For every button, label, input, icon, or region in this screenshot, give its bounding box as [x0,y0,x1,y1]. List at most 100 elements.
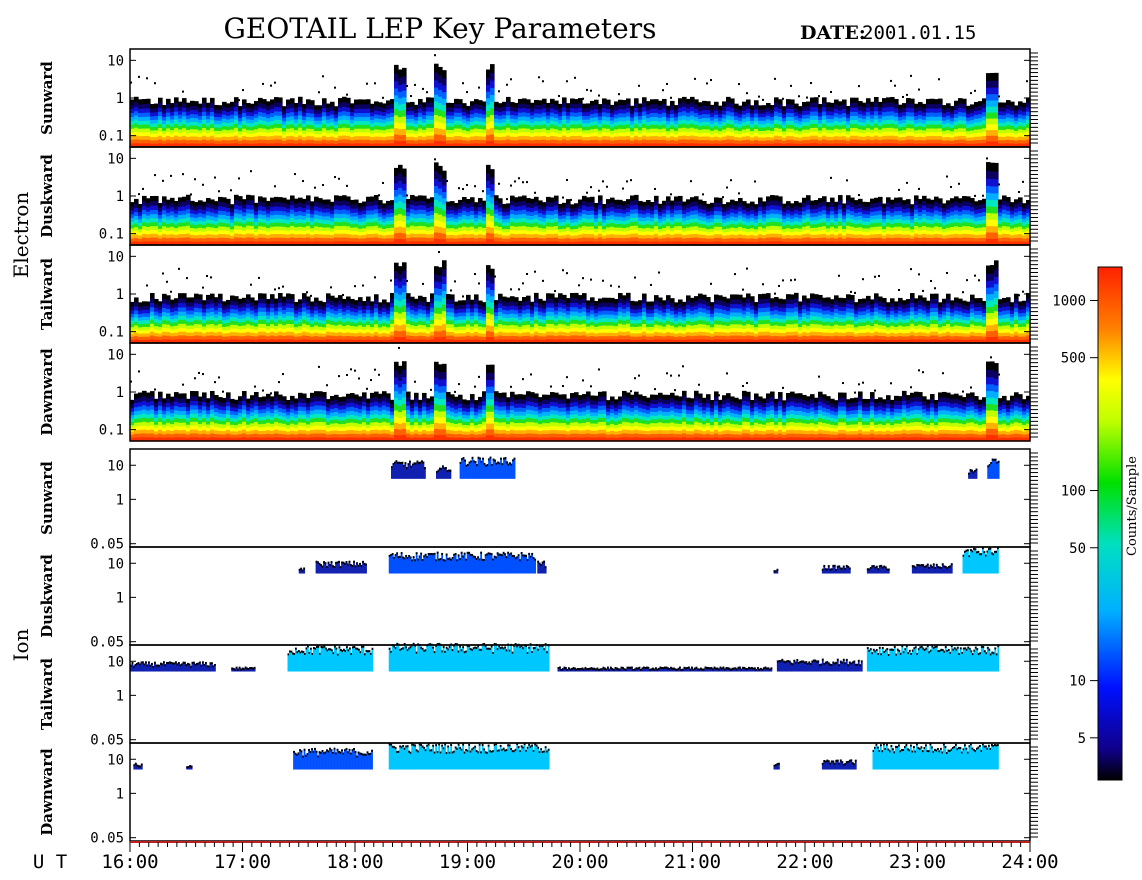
electron-cell [738,143,743,148]
electron-cell [650,206,655,212]
electron-cell [546,143,551,148]
electron-cell [626,103,631,109]
electron-cell [414,130,419,135]
electron-cell [158,203,163,209]
electron-cell [530,241,535,246]
electron-cell [362,113,367,118]
electron-cell [654,120,659,126]
electron-cell [370,119,375,125]
electron-cell [766,119,771,124]
electron-cell [314,140,319,145]
electron-cell [922,140,927,145]
electron-cell [586,202,591,208]
electron-cell [482,241,487,246]
electron-cell [722,136,727,141]
electron-cell [198,220,203,225]
electron-cell [998,143,1003,148]
electron-cell [478,136,483,141]
electron-cell [238,237,243,242]
electron-cell [950,131,955,136]
electron-cell [182,218,187,224]
electron-cell [334,124,339,129]
electron-cell [606,113,611,118]
electron-cell [594,113,599,118]
electron-cell [434,94,439,103]
electron-cell [402,239,407,246]
electron-cell [326,227,331,232]
electron-cell [1002,143,1007,148]
electron-cell [434,101,439,109]
electron-cell [410,204,415,210]
electron-cell [910,128,915,133]
electron-cell [242,234,247,239]
electron-cell [306,237,311,242]
electron-cell [1014,109,1019,115]
electron-cell [726,228,731,233]
electron-cell [678,222,683,227]
electron-cell [282,124,287,129]
electron-cell [486,214,491,222]
electron-cell [558,140,563,145]
electron-cell [662,139,667,144]
electron-cell [726,131,731,137]
electron-cell [170,111,175,117]
electron-cell [418,205,423,211]
electron-cell [386,105,391,111]
electron-cell [442,198,447,206]
electron-cell [846,114,851,119]
electron-cell [378,107,383,112]
electron-cell [602,98,607,105]
electron-cell [298,143,303,148]
electron-cell [438,89,443,98]
electron-cell [486,111,491,118]
electron-cell [802,110,807,116]
electron-cell [606,234,611,239]
electron-cell [758,137,763,142]
electron-cell [130,221,135,226]
electron-cell [886,143,891,148]
electron-cell [910,108,915,114]
electron-cell [350,137,355,141]
electron-cell [806,195,811,202]
electron-cell [874,135,879,141]
electron-cell [510,233,515,239]
electron-cell [846,127,851,132]
electron-cell [370,143,375,148]
electron-cell [710,232,715,236]
electron-cell [890,115,895,121]
electron-cell [210,199,215,205]
electron-cell [338,241,343,246]
electron-cell [418,241,423,246]
electron-cell [534,214,539,220]
electron-cell [838,133,843,138]
electron-cell [822,139,827,144]
electron-cell [662,120,667,126]
electron-cell [950,140,955,145]
electron-cell [594,238,599,243]
electron-cell [190,228,195,233]
electron-cell [926,143,931,148]
electron-cell [826,122,831,127]
electron-cell [634,124,639,129]
electron-cell [514,206,519,212]
electron-cell [650,136,655,141]
electron-cell [694,241,699,246]
electron-cell [214,140,219,145]
electron-cell [170,107,175,113]
electron-speck [346,184,348,187]
electron-cell [182,120,187,125]
electron-cell [658,203,663,209]
electron-cell [270,99,275,106]
electron-cell [582,205,587,211]
electron-cell [326,223,331,229]
electron-cell [546,122,551,128]
electron-cell [266,241,271,246]
electron-cell [570,212,575,217]
electron-cell [518,139,523,144]
electron-cell [382,123,387,128]
electron-cell [938,98,943,105]
electron-cell [974,122,979,127]
electron-cell [422,214,427,219]
electron-cell [578,107,583,113]
electron-cell [1026,135,1031,141]
